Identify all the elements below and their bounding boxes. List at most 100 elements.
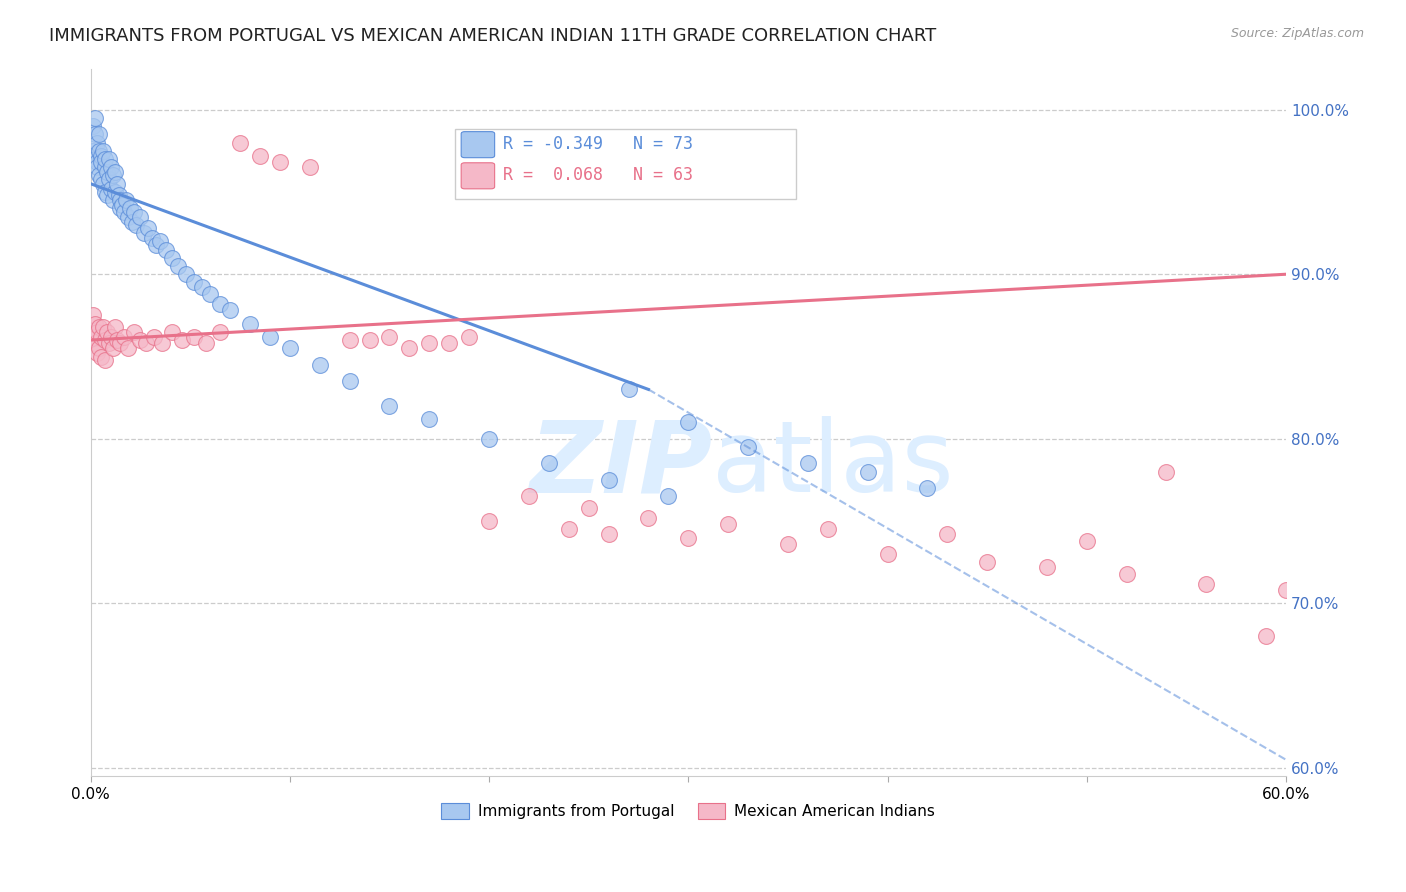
Point — [90, 171, 112, 186]
Point — [87, 319, 110, 334]
Point — [83, 128, 105, 142]
Point — [359, 333, 381, 347]
Point — [339, 333, 361, 347]
Point — [183, 330, 205, 344]
Point — [1254, 629, 1277, 643]
Point — [339, 374, 361, 388]
Point — [86, 346, 108, 360]
Point — [87, 128, 110, 142]
Point — [111, 198, 134, 212]
Point — [97, 336, 120, 351]
Point — [93, 161, 115, 175]
Point — [183, 276, 205, 290]
Point — [93, 333, 115, 347]
Point — [83, 317, 105, 331]
Point — [259, 330, 281, 344]
Point — [86, 136, 108, 150]
Text: ZIP: ZIP — [529, 417, 713, 513]
Point — [110, 202, 132, 216]
Point — [378, 399, 401, 413]
Point — [97, 171, 120, 186]
Point — [209, 325, 232, 339]
Point — [162, 251, 184, 265]
Point — [239, 317, 262, 331]
Point — [737, 440, 759, 454]
FancyBboxPatch shape — [461, 162, 495, 189]
Point — [87, 169, 110, 183]
Point — [174, 267, 197, 281]
Point — [107, 188, 129, 202]
Point — [100, 330, 122, 344]
Point — [517, 490, 540, 504]
Point — [117, 341, 139, 355]
Point — [195, 336, 218, 351]
Point — [82, 330, 104, 344]
Text: atlas: atlas — [713, 417, 953, 513]
Point — [100, 161, 122, 175]
Point — [936, 527, 959, 541]
Point — [278, 341, 301, 355]
Point — [145, 237, 167, 252]
Point — [578, 500, 600, 515]
Point — [558, 522, 581, 536]
Point — [93, 352, 115, 367]
Point — [101, 341, 124, 355]
Point — [82, 309, 104, 323]
Text: IMMIGRANTS FROM PORTUGAL VS MEXICAN AMERICAN INDIAN 11TH GRADE CORRELATION CHART: IMMIGRANTS FROM PORTUGAL VS MEXICAN AMER… — [49, 27, 936, 45]
Point — [83, 152, 105, 166]
Point — [120, 202, 142, 216]
Legend: Immigrants from Portugal, Mexican American Indians: Immigrants from Portugal, Mexican Americ… — [436, 797, 941, 825]
Point — [398, 341, 420, 355]
Point — [1275, 583, 1298, 598]
Point — [143, 330, 166, 344]
Point — [537, 457, 560, 471]
Point — [96, 165, 118, 179]
Point — [90, 149, 112, 163]
Text: R =  0.068   N = 63: R = 0.068 N = 63 — [503, 166, 693, 184]
Point — [657, 490, 679, 504]
FancyBboxPatch shape — [456, 128, 796, 200]
Point — [115, 193, 138, 207]
Point — [976, 555, 998, 569]
Point — [138, 221, 160, 235]
Point — [101, 193, 124, 207]
Point — [103, 319, 125, 334]
Point — [298, 161, 321, 175]
Point — [198, 287, 221, 301]
Point — [86, 325, 108, 339]
Point — [121, 214, 143, 228]
Point — [134, 226, 156, 240]
Point — [83, 111, 105, 125]
Point — [617, 383, 640, 397]
Point — [91, 319, 114, 334]
Point — [105, 333, 128, 347]
Text: Source: ZipAtlas.com: Source: ZipAtlas.com — [1230, 27, 1364, 40]
Point — [117, 210, 139, 224]
Point — [155, 243, 177, 257]
Point — [876, 547, 898, 561]
Point — [114, 330, 136, 344]
FancyBboxPatch shape — [461, 132, 495, 158]
Point — [90, 330, 112, 344]
Point — [418, 412, 440, 426]
Point — [93, 152, 115, 166]
Point — [1076, 533, 1098, 548]
Point — [82, 144, 104, 158]
Point — [458, 330, 481, 344]
Point — [439, 336, 461, 351]
Point — [1195, 576, 1218, 591]
Point — [378, 330, 401, 344]
Point — [149, 235, 172, 249]
Point — [219, 303, 242, 318]
Point — [1156, 465, 1178, 479]
Point — [110, 336, 132, 351]
Point — [96, 188, 118, 202]
Point — [101, 169, 124, 183]
Point — [83, 336, 105, 351]
Point — [717, 517, 740, 532]
Point — [598, 473, 620, 487]
Point — [817, 522, 839, 536]
Point — [129, 333, 152, 347]
Point — [269, 155, 291, 169]
Point — [110, 193, 132, 207]
